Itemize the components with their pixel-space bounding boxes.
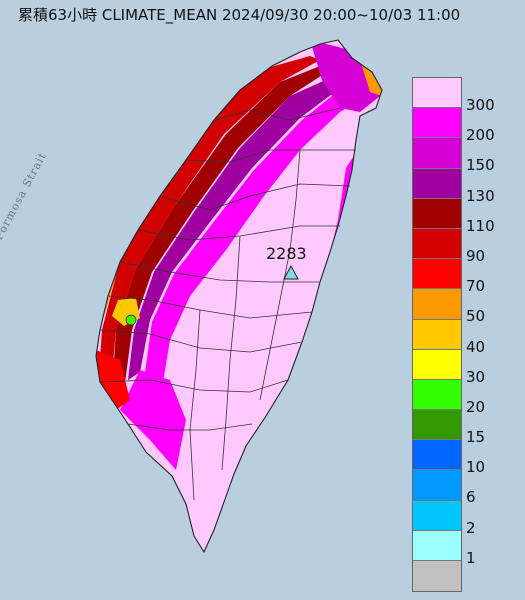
legend-swatch: [413, 410, 461, 441]
legend-label: 2: [466, 518, 476, 537]
legend-label: 90: [466, 246, 486, 265]
legend-swatch: [413, 530, 461, 561]
green-spot: [125, 314, 137, 326]
legend-label: 300: [466, 96, 495, 114]
legend-label: 20: [466, 397, 486, 416]
band-magenta-south: [120, 370, 186, 470]
legend-swatch: [413, 198, 461, 229]
legend-label: 40: [466, 337, 486, 356]
legend-swatch: [413, 349, 461, 380]
legend-swatch: [413, 228, 461, 260]
legend-swatch: [413, 289, 461, 320]
legend-label: 150: [466, 156, 495, 175]
legend-label: 6: [466, 488, 476, 507]
legend-swatch: [413, 440, 461, 471]
legend-label: 200: [466, 126, 495, 145]
map-title: 累積63小時 CLIMATE_MEAN 2024/09/30 20:00~10/…: [18, 6, 461, 24]
legend-swatch: [413, 500, 461, 531]
legend-labels: 300 200 150 130 110 90 70 50 40 30 20 15 10 6 2 1: [466, 96, 495, 580]
legend-label: 70: [466, 277, 486, 296]
legend-label: 50: [466, 307, 486, 326]
legend-label: 30: [466, 367, 486, 386]
legend-swatch: [413, 78, 461, 109]
legend-swatch: [413, 259, 461, 290]
peak-value-label: 2283: [266, 244, 307, 263]
legend-label: 10: [466, 458, 486, 477]
band-magenta-north: [310, 40, 380, 112]
county-borders: [99, 107, 356, 501]
legend-swatch: [413, 379, 461, 411]
legend-swatch: [413, 561, 461, 592]
legend-swatch: [413, 319, 461, 350]
peak-marker-icon: [283, 264, 299, 280]
legend-swatch: [413, 108, 461, 139]
color-legend: [412, 77, 462, 593]
band-orange-north: [360, 60, 382, 96]
legend-label: 130: [466, 186, 495, 205]
legend-label: 110: [466, 216, 495, 235]
legend-label: 1: [466, 548, 476, 567]
legend-swatch: [413, 138, 461, 169]
legend-label: 15: [466, 428, 486, 447]
legend-swatch: [413, 168, 461, 199]
legend-swatch: [413, 470, 461, 501]
